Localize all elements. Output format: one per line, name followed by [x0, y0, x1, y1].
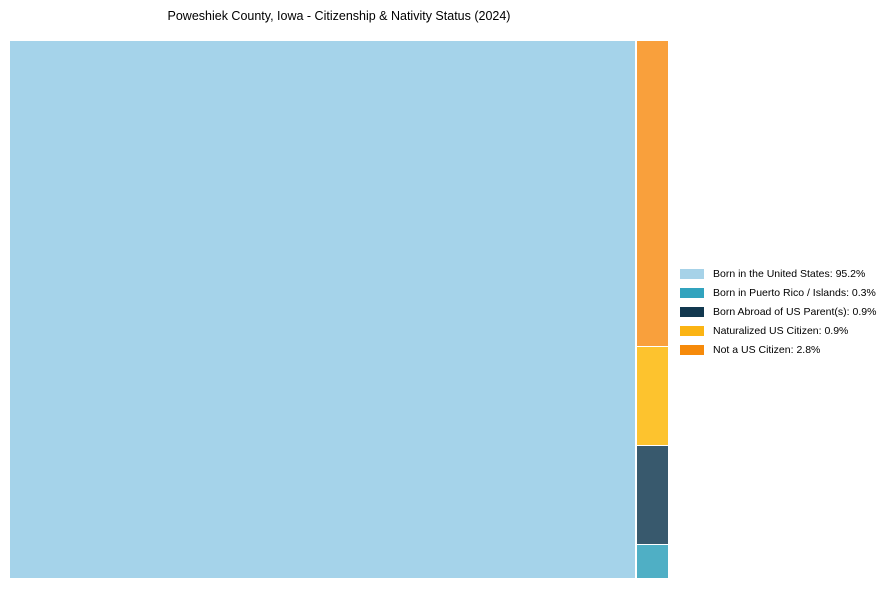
legend-label: Born in Puerto Rico / Islands: 0.3%: [713, 286, 876, 299]
legend-swatch-icon: [680, 325, 704, 336]
legend-swatch-icon: [680, 268, 704, 279]
legend-label: Born in the United States: 95.2%: [713, 267, 866, 280]
legend-swatch-icon: [680, 287, 704, 298]
legend-swatch-icon: [680, 306, 704, 317]
treemap-minor-column: [636, 41, 668, 578]
treemap-segment-born-in-us: [10, 41, 635, 578]
legend-item: Born in Puerto Rico / Islands: 0.3%: [680, 283, 876, 302]
chart-title: Poweshiek County, Iowa - Citizenship & N…: [167, 9, 511, 23]
legend-item: Naturalized US Citizen: 0.9%: [680, 321, 876, 340]
legend-label: Naturalized US Citizen: 0.9%: [713, 324, 849, 337]
legend-label: Born Abroad of US Parent(s): 0.9%: [713, 305, 877, 318]
legend: Born in the United States: 95.2% Born in …: [680, 264, 876, 359]
treemap-segment-born-abroad-of-us-parent-s: [636, 446, 668, 545]
legend-item: Not a US Citizen: 2.8%: [680, 340, 876, 359]
legend-swatch-icon: [680, 344, 704, 355]
legend-label: Not a US Citizen: 2.8%: [713, 343, 821, 356]
treemap-segment-not-a-us-citizen: [636, 41, 668, 347]
treemap-plot-area: [10, 41, 668, 578]
legend-item: Born in the United States: 95.2%: [680, 264, 876, 283]
treemap-segment-naturalized-us-citizen: [636, 347, 668, 446]
treemap-segment-born-in-puerto-rico-islands: [636, 545, 668, 578]
legend-item: Born Abroad of US Parent(s): 0.9%: [680, 302, 876, 321]
